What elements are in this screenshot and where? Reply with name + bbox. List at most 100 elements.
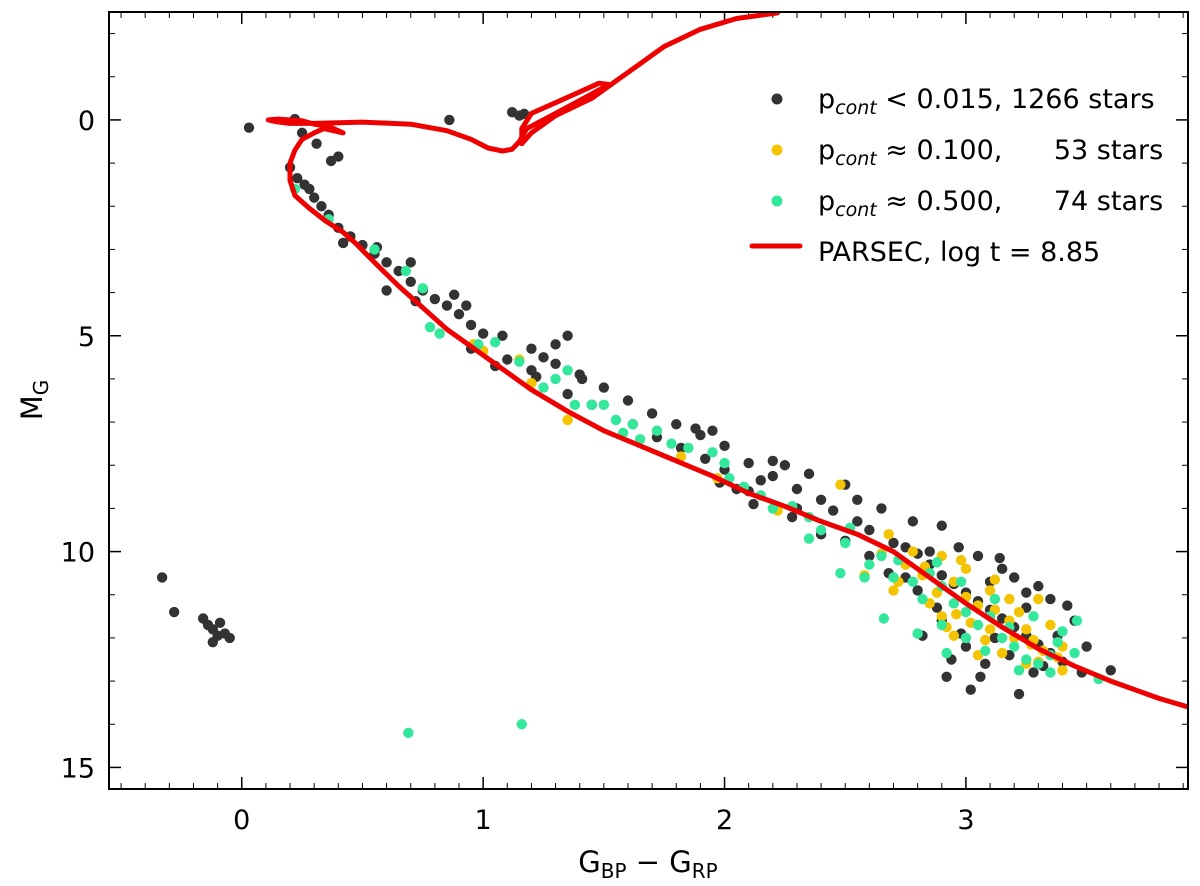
member-star-point [207,637,218,648]
member-star-point [393,265,404,277]
contam-0500-star-point [840,537,851,549]
member-star-point [803,468,815,480]
contam-0500-star-point [1052,637,1063,648]
y-axis-label: MG [15,380,53,421]
tick-labels: 0 1 2 3 0 5 10 15 [61,106,975,836]
contam-0500-star-point [864,559,875,570]
legend-label-text: p [818,135,835,166]
member-star-point [1062,600,1073,611]
contam-0500-star-point [417,283,429,294]
member-star-point [214,617,226,629]
contam-0500-star-point [1057,626,1068,637]
contam-0500-star-point [972,619,984,631]
contam-0500-star-point [917,593,928,605]
member-star-point [304,183,315,195]
contam-0500-star-point [651,425,663,436]
member-star-point [864,524,875,536]
member-star-point [827,505,839,516]
member-star-point [381,285,392,296]
contam-0100-star-point [955,555,967,566]
legend-label-text: ≈ 0.100, 53 stars [877,135,1163,166]
member-star-point [441,300,453,311]
member-star-point [786,511,798,523]
contam-0500-star-point [538,382,549,393]
x-tick-label: 1 [475,805,492,836]
member-star-point [514,110,525,121]
contam-0500-star-point [835,567,846,579]
member-star-point [888,537,899,549]
member-star-point [989,632,1001,644]
contam-0500-star-point [490,337,501,348]
contam-0500-star-point [859,572,870,583]
contam-0500-star-point [936,619,947,631]
member-star-point [936,520,947,531]
member-star-point [779,460,791,471]
contam-0500-star-point [1071,615,1083,626]
member-star-point [316,201,327,212]
member-star-point [405,257,416,268]
member-star-point [1105,665,1116,676]
member-star-point [292,172,303,184]
member-star-point [960,641,972,652]
contam-0500-star-point [1045,667,1056,678]
contam-0100-star-point [883,529,894,540]
contam-0500-star-point [550,373,561,385]
contam-0100-star-point [835,479,846,490]
legend-label-text: PARSEC, log t = 8.85 [818,237,1100,268]
member-star-point [743,457,754,469]
legend-label: pcont < 0.015, 1266 stars [818,84,1155,119]
contam-0500-star-point [634,434,646,445]
contam-0500-star-point [1013,665,1025,676]
member-star-point [755,475,766,486]
contam-0100-star-point [984,624,996,635]
member-star-point [907,516,919,527]
member-star-point [646,408,658,419]
member-star-point [980,658,991,670]
contam-0500-star-point [1033,658,1044,670]
contam-0500-star-point [1009,641,1020,652]
member-star-point [429,293,441,305]
contam-0500-star-point [948,598,960,609]
legend-label-text: ≈ 0.500, 74 stars [877,186,1163,217]
member-star-point [337,237,349,249]
member-star-point [852,494,863,505]
member-star-point [994,552,1005,564]
contam-0500-star-point [931,557,943,568]
member-star-point [381,257,392,268]
y-tick-label: 5 [78,322,95,353]
member-star-point [675,442,687,454]
member-star-point [168,606,180,618]
member-star-point [562,388,573,400]
member-star-point [308,192,320,203]
contam-0500-star-point [562,365,573,376]
legend-label-text: p [818,186,835,217]
legend-label-subscript: cont [835,199,878,221]
x-tick-label: 0 [233,805,250,836]
axis-ticks [109,12,1188,789]
member-star-point [791,483,803,495]
isochrone-line [265,12,1188,710]
contam-0500-star-point [989,593,1001,605]
legend-label: pcont ≈ 0.100, 53 stars [818,135,1163,170]
contam-0500-star-point [719,457,730,469]
contam-0500-star-point [960,632,972,644]
member-star-point [526,365,537,376]
contam-0100-star-point [888,585,899,596]
x-axis-label: GBP − GRP [578,845,717,883]
member-star-point [598,382,610,393]
member-star-point [1045,593,1056,605]
y-tick-label: 10 [61,538,95,569]
isochrone-curve-group [265,12,1188,710]
member-star-point [497,330,508,341]
contam-0500-star-point [627,419,639,430]
member-star-point [1013,688,1025,700]
member-star-point [912,585,923,596]
contam-0100-star-point [960,563,972,575]
member-star-point [924,546,935,557]
contam-0100-star-point [1045,619,1056,631]
legend-label-text: p [818,84,835,115]
member-star-point [936,570,947,581]
member-star-point [852,516,863,527]
plot-frame [108,11,1189,790]
